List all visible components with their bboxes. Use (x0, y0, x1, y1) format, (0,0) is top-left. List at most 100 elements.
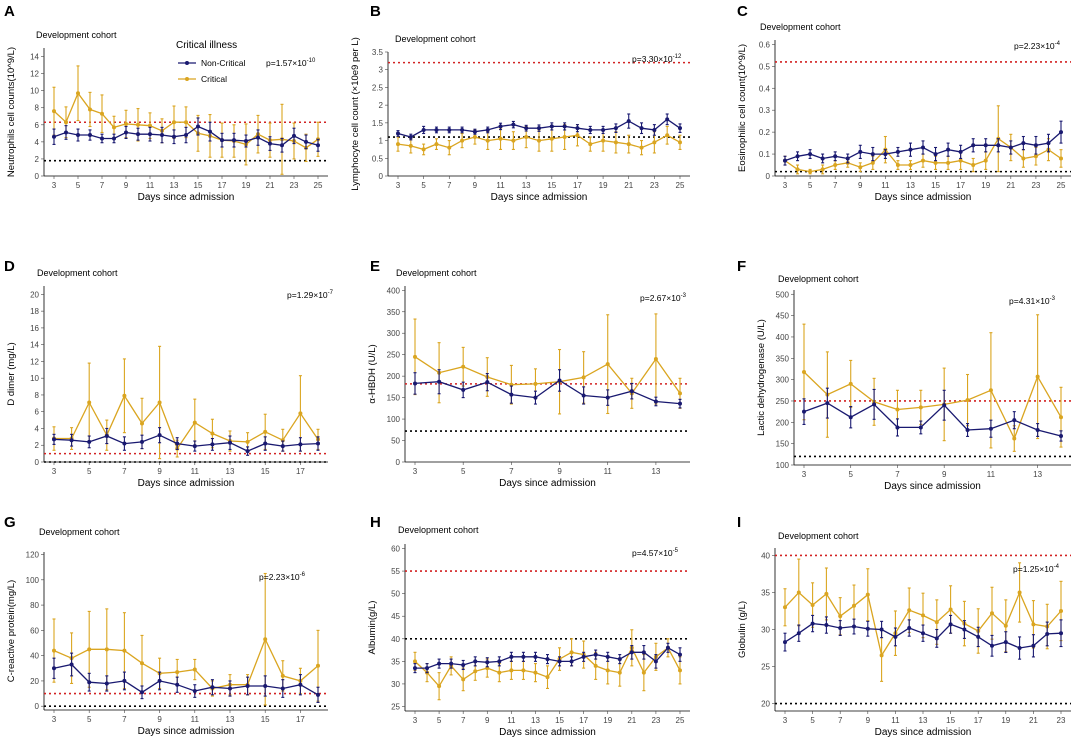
data-point (802, 409, 806, 414)
x-tick-label: 11 (881, 181, 890, 190)
data-point (316, 663, 320, 668)
data-point (545, 675, 550, 680)
y-tick-label: 250 (776, 397, 790, 406)
x-tick-label: 13 (531, 716, 540, 725)
series-line (414, 379, 681, 405)
data-point (425, 666, 430, 671)
data-point (263, 683, 268, 688)
data-point (796, 590, 801, 595)
y-tick-label: 3 (379, 66, 384, 75)
data-point (521, 668, 526, 673)
data-point (316, 692, 320, 697)
y-tick-label: 0.4 (759, 84, 771, 93)
p-value-base: p=4.31×10 (1009, 296, 1050, 306)
data-point (783, 158, 787, 163)
cohort-subtitle: Development cohort (395, 34, 476, 44)
data-point (1059, 433, 1063, 438)
p-value-exponent: -3 (681, 293, 687, 299)
data-point (408, 135, 413, 140)
data-point (907, 626, 912, 631)
y-tick-label: 35 (391, 657, 400, 666)
data-point (421, 127, 426, 132)
x-tick-label: 5 (849, 470, 854, 479)
data-point (983, 158, 988, 163)
data-point (140, 690, 144, 695)
data-point (124, 121, 128, 126)
data-point (824, 623, 829, 628)
x-tick-label: 3 (52, 467, 57, 476)
y-tick-label: 400 (776, 333, 790, 342)
x-tick-label: 3 (413, 716, 418, 725)
data-point (601, 138, 606, 143)
data-point (581, 375, 586, 380)
data-point (653, 659, 658, 664)
x-tick-label: 15 (194, 181, 203, 190)
data-point (971, 143, 976, 148)
y-axis-label: Albumin(g/L) (367, 601, 378, 655)
series-critical (802, 314, 1063, 452)
legend-swatch-dot (185, 61, 189, 65)
data-point (396, 131, 400, 136)
data-point (112, 125, 116, 130)
y-tick-label: 0.5 (759, 62, 771, 71)
series-non-critical (413, 642, 682, 674)
data-point (629, 389, 634, 394)
p-value-label: p=1.25×10-4 (1013, 564, 1060, 574)
p-value-base: p=2.23×10 (259, 572, 300, 582)
x-tick-label: 15 (261, 467, 270, 476)
data-point (870, 160, 875, 165)
panel-letter: H (370, 514, 381, 531)
panel-e: E Development cohort 0 50 100 150 200 250 300 350… (367, 258, 690, 489)
data-point (473, 659, 478, 664)
data-point (460, 138, 465, 143)
p-value-exponent: -4 (1054, 564, 1060, 570)
data-point (907, 608, 912, 613)
y-tick-label: 25 (391, 702, 400, 711)
y-tick-label: 100 (776, 461, 790, 470)
data-point (497, 659, 502, 664)
data-point (485, 127, 490, 132)
y-tick-label: 1.5 (372, 119, 384, 128)
p-value-base: p=1.57×10 (266, 58, 307, 68)
x-tick-label: 11 (507, 716, 516, 725)
cohort-subtitle: Development cohort (760, 22, 841, 32)
data-point (533, 654, 538, 659)
data-point (64, 120, 68, 125)
x-tick-label: 7 (838, 716, 843, 725)
data-point (613, 126, 618, 131)
data-point (852, 603, 856, 608)
y-axis-label: α-HBDH (U/L) (367, 344, 378, 403)
data-point (946, 160, 951, 165)
y-tick-label: 0 (766, 172, 771, 181)
data-point (983, 143, 988, 148)
data-point (1046, 141, 1051, 146)
x-tick-label: 5 (808, 181, 813, 190)
x-tick-label: 9 (473, 181, 478, 190)
y-tick-label: 2 (35, 155, 40, 164)
y-tick-label: 30 (391, 680, 400, 689)
x-tick-label: 5 (421, 181, 426, 190)
x-axis-label: Days since admission (875, 192, 972, 203)
data-point (52, 134, 56, 139)
data-point (1021, 141, 1026, 146)
y-tick-label: 120 (26, 551, 40, 560)
data-point (87, 680, 92, 685)
data-point (76, 133, 80, 138)
data-point (76, 91, 80, 96)
y-tick-label: 40 (391, 635, 400, 644)
x-tick-label: 17 (974, 716, 983, 725)
panel-letter: A (4, 3, 15, 20)
x-axis-label: Days since admission (499, 727, 596, 738)
series-critical (52, 65, 320, 175)
y-tick-label: 0 (396, 458, 401, 467)
data-point (298, 442, 303, 447)
data-point (140, 421, 144, 426)
data-point (461, 364, 466, 369)
data-point (52, 109, 56, 114)
data-point (678, 652, 682, 657)
p-value-exponent: -5 (673, 548, 679, 554)
x-tick-label: 11 (604, 467, 613, 476)
data-point (895, 163, 900, 168)
data-point (461, 387, 466, 392)
legend-swatch-dot (185, 77, 189, 81)
